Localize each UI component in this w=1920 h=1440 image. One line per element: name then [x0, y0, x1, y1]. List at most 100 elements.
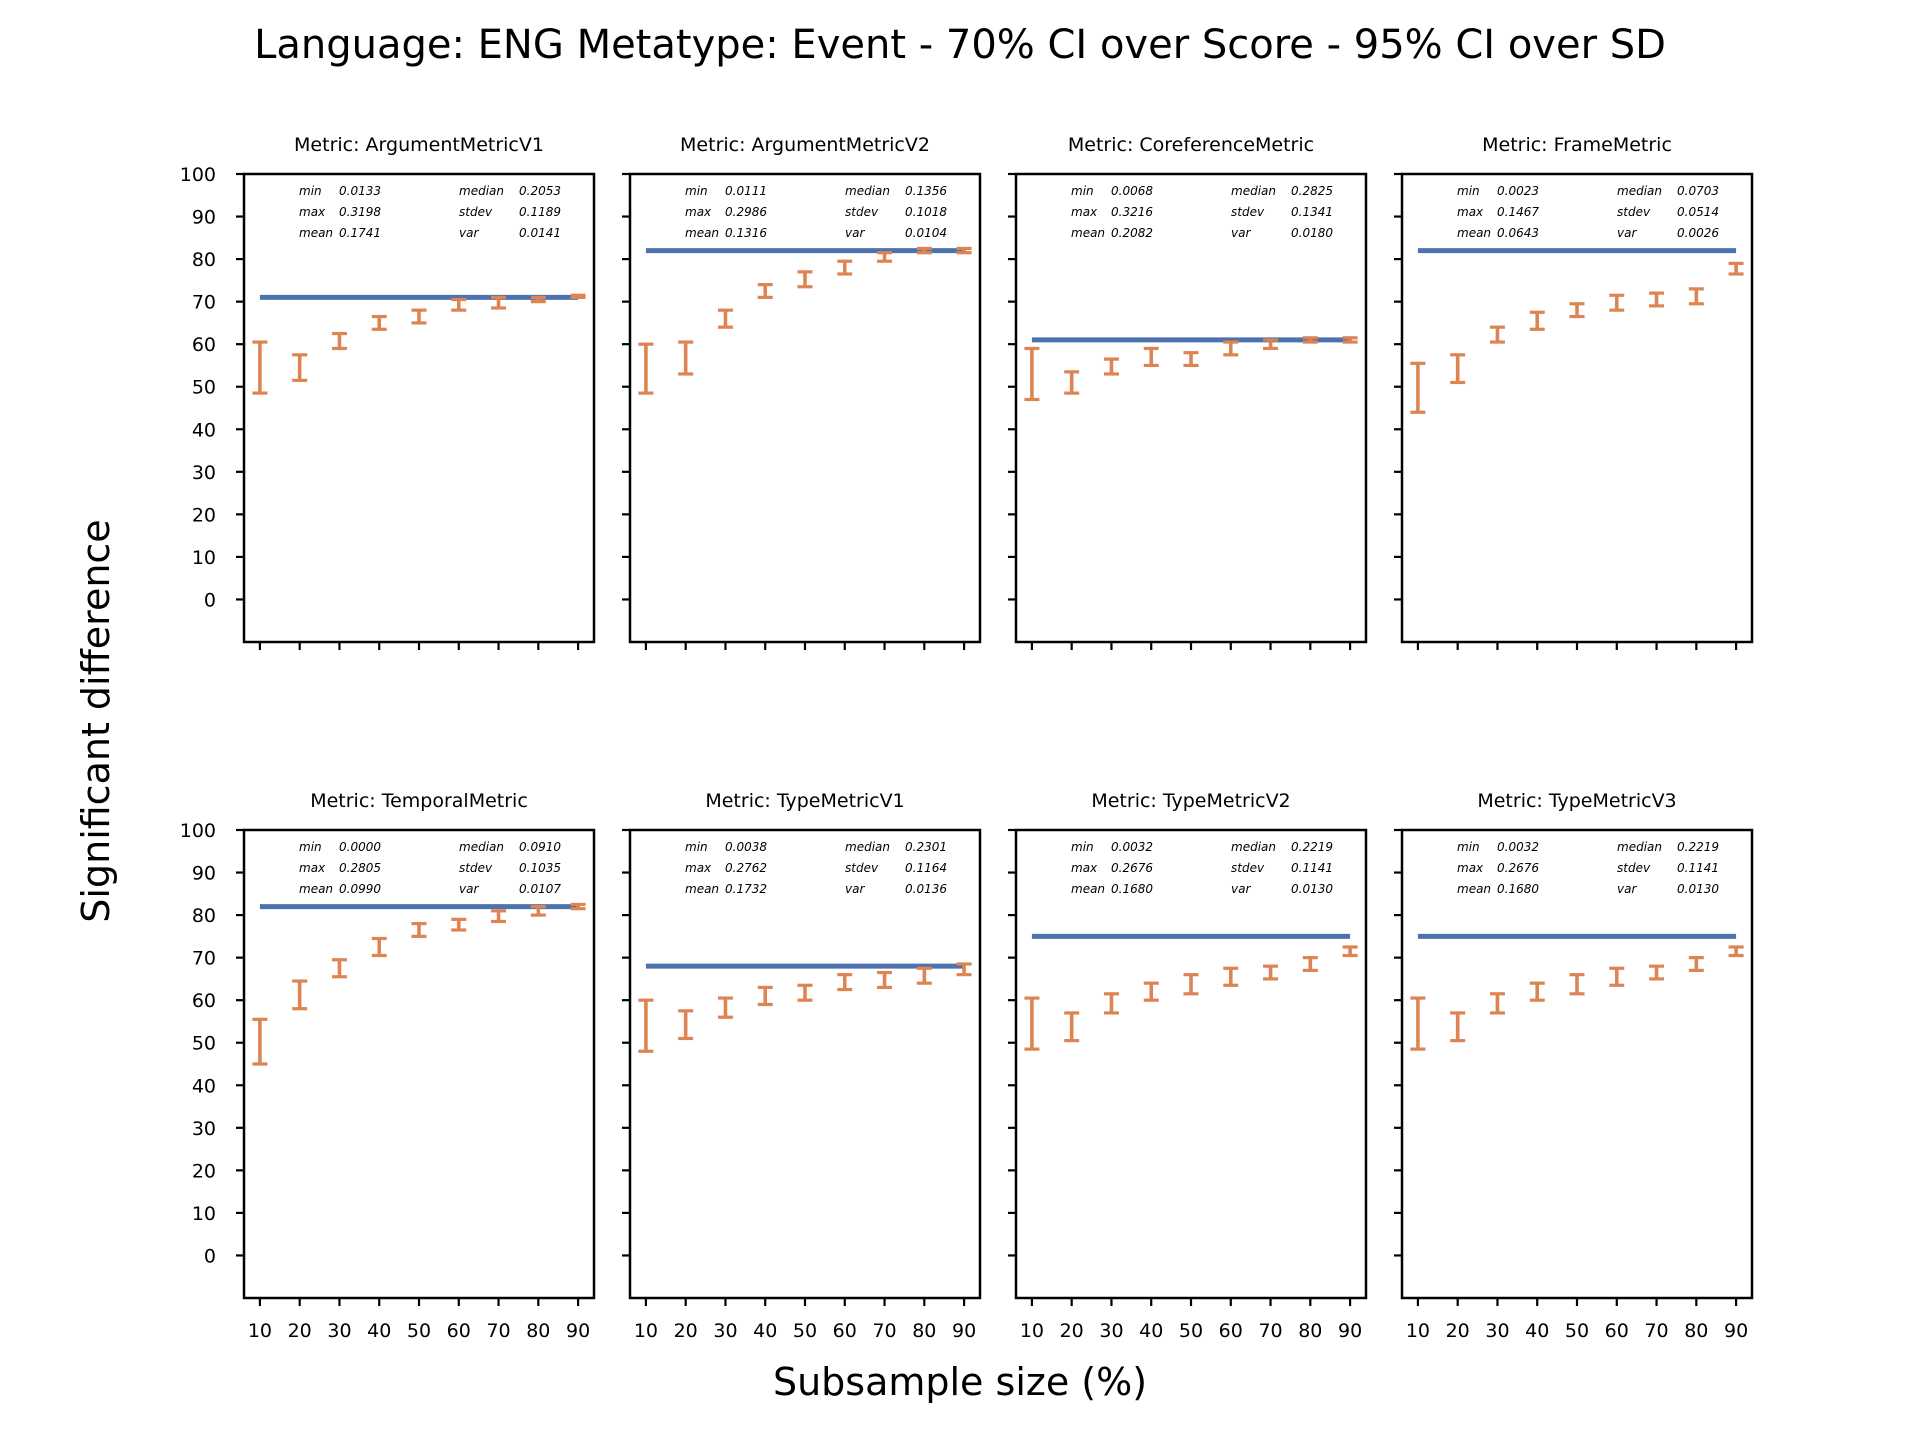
stat-value: 0.2762: [725, 861, 767, 875]
stat-label: max: [299, 205, 326, 219]
stat-value: 0.3198: [339, 205, 381, 219]
stat-value: 0.1680: [1497, 882, 1539, 896]
stat-value: 0.2301: [905, 840, 947, 854]
x-tick-label: 10: [248, 1320, 272, 1342]
error-bar: [916, 246, 932, 255]
x-tick-label: 30: [713, 1320, 737, 1342]
error-bar: [1529, 981, 1545, 1002]
stat-value: 0.1732: [725, 882, 767, 896]
y-tick-label: 90: [192, 207, 216, 229]
stat-label: stdev: [459, 861, 493, 875]
x-tick-label: 80: [526, 1320, 550, 1342]
stat-label: max: [685, 861, 712, 875]
subplot-title: Metric: TypeMetricV3: [1477, 790, 1676, 812]
error-bar: [1342, 336, 1358, 344]
stat-label: var: [1231, 226, 1251, 240]
stat-value: 0.0032: [1111, 840, 1153, 854]
stat-label: min: [299, 184, 322, 198]
subplot-title: Metric: TypeMetricV1: [705, 790, 904, 812]
error-bar: [717, 996, 733, 1019]
error-bar: [1263, 964, 1279, 981]
x-tick-label: 30: [1099, 1320, 1123, 1342]
stat-label: min: [685, 184, 708, 198]
stat-label: var: [1617, 226, 1637, 240]
error-bar: [1024, 346, 1040, 402]
stat-value: 0.1018: [905, 205, 947, 219]
error-bar: [1688, 287, 1704, 306]
stat-label: max: [299, 861, 326, 875]
error-bar: [411, 921, 427, 938]
error-bar: [1728, 945, 1744, 958]
error-bar: [252, 340, 268, 395]
error-bar: [1302, 336, 1318, 344]
error-bar: [956, 246, 972, 255]
stat-value: 0.2805: [339, 861, 381, 875]
stat-label: median: [1231, 184, 1276, 198]
y-tick-label: 70: [192, 948, 216, 970]
y-tick-label: 20: [192, 504, 216, 526]
stat-value: 0.0180: [1291, 226, 1333, 240]
x-tick-label: 30: [1485, 1320, 1509, 1342]
stat-label: var: [459, 882, 479, 896]
stat-value: 0.2825: [1291, 184, 1333, 198]
subplot-title: Metric: ArgumentMetricV2: [680, 134, 930, 156]
error-bar: [757, 985, 773, 1007]
error-bar: [530, 295, 546, 304]
stat-label: var: [459, 226, 479, 240]
stat-label: mean: [1071, 226, 1105, 240]
x-tick-label: 10: [1406, 1320, 1430, 1342]
subplot-title: Metric: ArgumentMetricV1: [294, 134, 544, 156]
stat-value: 0.0643: [1497, 226, 1539, 240]
stat-label: mean: [1457, 226, 1491, 240]
x-tick-label: 70: [486, 1320, 510, 1342]
error-bar: [1183, 973, 1199, 996]
error-bar: [252, 1017, 268, 1066]
stat-label: min: [1071, 184, 1094, 198]
subplot-1: Metric: ArgumentMetricV1 0 10 20 30 40 50 60 70 8…: [180, 134, 596, 650]
x-tick-label: 70: [872, 1320, 896, 1342]
stat-value: 0.1164: [905, 861, 947, 875]
y-tick-label: 70: [192, 292, 216, 314]
axes-frame: [628, 172, 982, 644]
y-tick-label: 100: [180, 820, 216, 842]
y-tick-label: 90: [192, 863, 216, 885]
error-bar: [1609, 293, 1625, 312]
error-bar: [570, 902, 586, 911]
error-bar: [837, 973, 853, 992]
error-bar: [491, 909, 507, 924]
stat-label: median: [459, 840, 504, 854]
stat-value: 0.2676: [1111, 861, 1153, 875]
stat-label: mean: [1457, 882, 1491, 896]
x-tick-label: 30: [327, 1320, 351, 1342]
stat-value: 0.0514: [1677, 205, 1719, 219]
error-bar: [1649, 291, 1665, 308]
stat-value: 0.0107: [519, 882, 561, 896]
error-bar: [797, 983, 813, 1002]
stat-value: 0.0032: [1497, 840, 1539, 854]
y-tick-label: 10: [192, 1203, 216, 1225]
stat-value: 0.0133: [339, 184, 381, 198]
y-tick-label: 30: [192, 462, 216, 484]
error-bar: [331, 958, 347, 979]
subplot-2: Metric: ArgumentMetricV2 min 0.0111 median 0…: [622, 134, 982, 650]
x-tick-label: 50: [407, 1320, 431, 1342]
x-tick-label: 90: [1724, 1320, 1748, 1342]
subplot-8: Metric: TypeMetricV3 10 20 30 40 50 60 70 80 90 mi…: [1394, 790, 1754, 1342]
error-bar: [678, 1009, 694, 1041]
error-bar: [837, 259, 853, 276]
x-tick-label: 60: [1605, 1320, 1629, 1342]
stat-label: median: [1617, 184, 1662, 198]
x-tick-label: 50: [1565, 1320, 1589, 1342]
x-tick-label: 20: [1446, 1320, 1470, 1342]
error-bar: [1064, 1011, 1080, 1043]
stat-label: var: [845, 882, 865, 896]
error-bar: [530, 904, 546, 917]
y-tick-label: 60: [192, 334, 216, 356]
stat-value: 0.0000: [339, 840, 381, 854]
axes-frame: [1400, 828, 1754, 1300]
x-tick-label: 60: [447, 1320, 471, 1342]
stat-label: stdev: [845, 205, 879, 219]
stat-label: max: [1071, 861, 1098, 875]
stat-value: 0.1680: [1111, 882, 1153, 896]
y-tick-label: 50: [192, 1033, 216, 1055]
